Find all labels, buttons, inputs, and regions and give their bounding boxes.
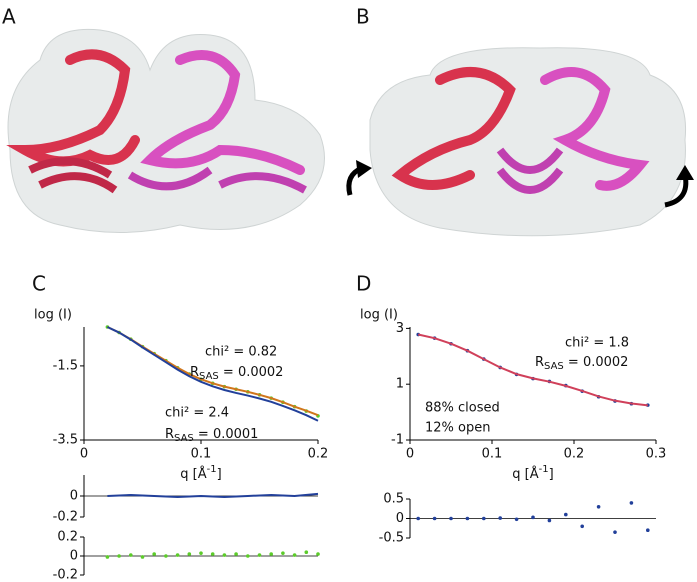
data-point	[140, 555, 145, 559]
annotation-sub: SAS	[174, 433, 194, 444]
x-tick-label: 0	[406, 447, 414, 462]
data-point	[498, 516, 503, 520]
x-tick-label: 0.2	[564, 447, 585, 462]
annotation: 88% closed	[425, 401, 500, 416]
y-tick-label: 0	[70, 549, 78, 564]
data-point	[152, 552, 156, 556]
data-point	[547, 518, 552, 523]
data-point	[105, 555, 110, 559]
y-tick-label: -0.2	[53, 510, 78, 525]
annotation: RSAS = 0.0001	[165, 427, 258, 445]
annotation-sub: SAS	[544, 361, 564, 372]
y-tick-label: 3	[396, 321, 404, 336]
data-point	[269, 552, 274, 556]
fit-line	[106, 326, 319, 422]
x-tick-label: 0.2	[308, 447, 329, 462]
data-point	[187, 552, 192, 556]
annotation-sub: SAS	[199, 371, 219, 382]
y-tick-label: -0.2	[53, 568, 78, 582]
y-tick-label: -1	[391, 433, 404, 448]
x-tick-label: 0.3	[646, 447, 667, 462]
panel-label: D	[356, 272, 371, 296]
data-point	[580, 524, 584, 529]
annotation-tail: = 0.0001	[194, 427, 259, 442]
data-point	[175, 553, 180, 557]
annotation: chi² = 2.4	[165, 406, 229, 421]
fit-line	[107, 492, 319, 499]
x-tick-label: 0.1	[482, 447, 503, 462]
x-axis-label: q [Å-1]	[180, 464, 221, 482]
x-label-sup: -1	[539, 464, 549, 475]
data-point	[514, 517, 519, 522]
fit-line	[417, 333, 648, 407]
data-point	[646, 528, 650, 532]
panel-label: B	[356, 5, 370, 29]
annotation: chi² = 1.8	[565, 336, 629, 351]
data-point	[199, 551, 203, 555]
data-point	[210, 552, 215, 556]
data-point	[564, 512, 568, 517]
annotation-tail: = 0.0002	[219, 365, 284, 380]
data-point	[449, 516, 453, 521]
data-point	[596, 505, 601, 509]
data-point	[482, 516, 486, 521]
structure-b	[346, 47, 694, 237]
y-tick-label: -1.5	[53, 358, 78, 373]
annotation-main: R	[535, 355, 544, 370]
data-point	[613, 530, 617, 534]
y-tick-label: 0.2	[57, 530, 78, 545]
annotation: RSAS = 0.0002	[190, 365, 283, 383]
data-point	[292, 553, 297, 557]
data-point	[281, 551, 285, 555]
data-point	[304, 550, 309, 554]
annotation-tail: = 0.0002	[564, 355, 629, 370]
x-tick-label: 0.1	[191, 447, 212, 462]
annotation-main: R	[190, 365, 199, 380]
data-point	[117, 554, 121, 558]
x-axis-label: q [Å-1]	[512, 464, 553, 482]
data-point	[129, 553, 133, 557]
annotation: RSAS = 0.0002	[535, 355, 628, 373]
y-tick-label: 1	[396, 377, 404, 392]
x-label-end: ]	[549, 467, 554, 482]
annotation: chi² = 0.82	[205, 345, 277, 360]
y-tick-label: 0.5	[383, 492, 404, 507]
data-point	[246, 554, 250, 558]
data-point	[465, 516, 470, 521]
y-axis-label: log (I)	[360, 308, 398, 323]
y-tick-label: 0	[70, 489, 78, 504]
structure-a	[6, 28, 325, 233]
y-axis-label: log (I)	[34, 308, 72, 323]
data-point	[164, 554, 168, 558]
data-point	[629, 501, 634, 505]
y-tick-label: -3.5	[53, 433, 78, 448]
data-point	[416, 516, 421, 521]
y-tick-label: -0.5	[379, 531, 404, 546]
data-point	[316, 552, 320, 556]
panel-label: C	[32, 272, 46, 296]
x-label-main: q [Å	[180, 466, 206, 482]
data-point	[531, 515, 535, 520]
x-label-end: ]	[217, 467, 222, 482]
data-point	[257, 553, 262, 557]
x-tick-label: 0	[80, 447, 88, 462]
data-point	[222, 553, 227, 557]
annotation: 12% open	[425, 421, 490, 436]
x-label-main: q [Å	[512, 466, 538, 482]
annotation-main: R	[165, 427, 174, 442]
data-point	[432, 516, 437, 521]
y-tick-label: 0	[396, 511, 404, 526]
data-point	[234, 552, 238, 556]
x-label-sup: -1	[207, 464, 217, 475]
panel-label: A	[2, 5, 16, 29]
